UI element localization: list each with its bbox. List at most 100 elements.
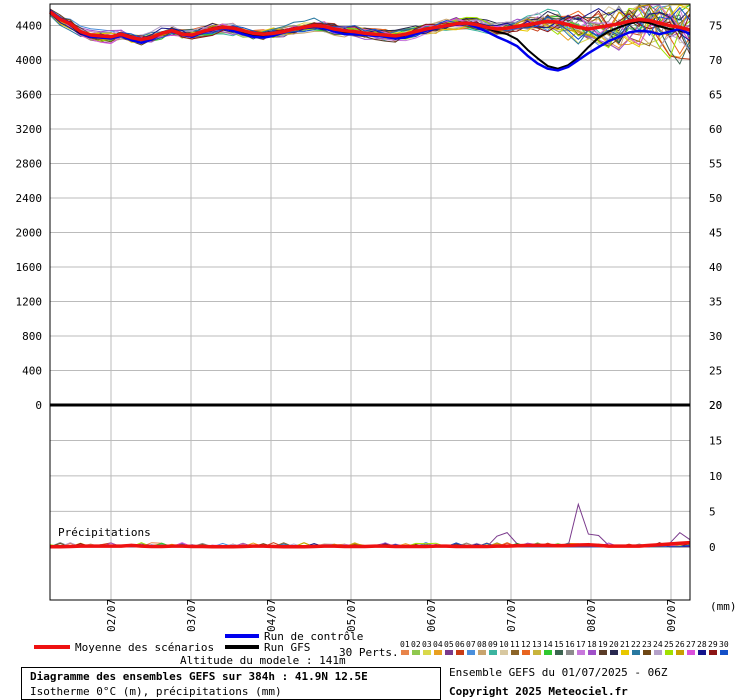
- y-right-tick-label: 15: [709, 434, 722, 447]
- pert-number-17: 17: [576, 640, 586, 649]
- y-left-tick-label: 2800: [16, 158, 43, 171]
- pert-number-04: 04: [433, 640, 443, 649]
- top-panel-frame: [49, 3, 691, 406]
- pert-swatch-11: [511, 650, 519, 655]
- pert-number-21: 21: [620, 640, 630, 649]
- y-right-tick-label: 0: [709, 541, 716, 554]
- x-tick-label: 07/07: [505, 599, 518, 632]
- y-right-tick-label: 50: [709, 192, 722, 205]
- pert-swatch-04: [434, 650, 442, 655]
- pert-number-06: 06: [455, 640, 465, 649]
- y-right-tick-label: 5: [709, 505, 716, 518]
- x-tick-label: 04/07: [265, 599, 278, 632]
- pert-number-12: 12: [521, 640, 531, 649]
- pert-number-05: 05: [444, 640, 454, 649]
- pert-number-30: 30: [719, 640, 729, 649]
- x-tick-label: 02/07: [105, 599, 118, 632]
- pert-number-16: 16: [565, 640, 575, 649]
- pert-number-27: 27: [686, 640, 696, 649]
- pert-number-24: 24: [653, 640, 663, 649]
- pert-swatch-06: [456, 650, 464, 655]
- pert-swatch-23: [643, 650, 651, 655]
- precip-label: Précipitations: [58, 526, 151, 539]
- pert-swatch-13: [533, 650, 541, 655]
- pert-swatch-29: [709, 650, 717, 655]
- x-tick-label: 03/07: [185, 599, 198, 632]
- pert-swatch-25: [665, 650, 673, 655]
- pert-swatch-05: [445, 650, 453, 655]
- tick-labels: 4400400036003200280024002000160012008004…: [16, 20, 723, 632]
- pert-number-08: 08: [477, 640, 487, 649]
- pert-swatch-10: [500, 650, 508, 655]
- pert-swatch-01: [401, 650, 409, 655]
- x-tick-label: 08/07: [585, 599, 598, 632]
- legend-gfs-label: Run GFS: [264, 641, 311, 654]
- pert-number-07: 07: [466, 640, 476, 649]
- model-altitude-label: Altitude du modele : 141m: [180, 654, 346, 667]
- pert-swatch-15: [555, 650, 563, 655]
- pert-swatch-18: [588, 650, 596, 655]
- y-right-tick-label: 35: [709, 296, 722, 309]
- y-left-tick-label: 1600: [16, 261, 43, 274]
- y-left-tick-label: 1200: [16, 296, 43, 309]
- pert-swatch-09: [489, 650, 497, 655]
- pert-swatch-22: [632, 650, 640, 655]
- pert-swatch-07: [467, 650, 475, 655]
- y-left-tick-label: 400: [22, 365, 42, 378]
- y-right-tick-label: 75: [709, 20, 722, 33]
- pert-swatch-17: [577, 650, 585, 655]
- y-left-tick-label: 4000: [16, 54, 43, 67]
- pert-number-19: 19: [598, 640, 608, 649]
- axes: [49, 3, 691, 601]
- y-left-tick-label: 800: [22, 330, 42, 343]
- x-tick-label: 09/07: [665, 599, 678, 632]
- y-right-tick-label: 30: [709, 330, 722, 343]
- pert-number-26: 26: [675, 640, 685, 649]
- chart-title: Diagramme des ensembles GEFS sur 384h : …: [30, 670, 368, 683]
- member-line-30: [49, 6, 691, 41]
- mean-iso0-line: [48, 10, 691, 42]
- y-right-tick-label: 65: [709, 89, 722, 102]
- pert-number-23: 23: [642, 640, 652, 649]
- legend-control-label: Run de contrôle: [264, 630, 364, 643]
- y-left-tick-label: 2400: [16, 192, 43, 205]
- pert-swatch-28: [698, 650, 706, 655]
- top-panel-grid: [50, 4, 690, 405]
- pert-swatch-02: [412, 650, 420, 655]
- y-right-tick-label: 20: [709, 399, 722, 412]
- member-line-12: [49, 5, 691, 55]
- bottom-panel-frame: [49, 404, 691, 601]
- mm-unit-label: (mm): [710, 600, 737, 613]
- pert-number-22: 22: [631, 640, 641, 649]
- pert-number-20: 20: [609, 640, 619, 649]
- pert-swatch-16: [566, 650, 574, 655]
- legend-gfs-swatch: [225, 645, 259, 649]
- pert-number-18: 18: [587, 640, 597, 649]
- pert-number-14: 14: [543, 640, 553, 649]
- pert-swatch-19: [599, 650, 607, 655]
- legend-perts-label: 30 Perts.: [339, 646, 399, 659]
- ensemble-members: [49, 4, 691, 548]
- bottom-panel-grid: [50, 405, 690, 600]
- y-right-tick-label: 25: [709, 365, 722, 378]
- pert-swatch-08: [478, 650, 486, 655]
- chart-subtitle: Isotherme 0°C (m), précipitations (mm): [30, 685, 282, 698]
- pert-number-15: 15: [554, 640, 564, 649]
- y-right-tick-label: 40: [709, 261, 722, 274]
- copyright: Copyright 2025 Meteociel.fr: [449, 685, 628, 698]
- pert-number-13: 13: [532, 640, 542, 649]
- y-right-tick-label: 55: [709, 158, 722, 171]
- y-right-tick-label: 45: [709, 227, 722, 240]
- member-line-28: [49, 8, 691, 42]
- pert-number-02: 02: [411, 640, 421, 649]
- y-left-tick-label: 3600: [16, 89, 43, 102]
- y-right-tick-label: 70: [709, 54, 722, 67]
- pert-swatch-27: [687, 650, 695, 655]
- y-right-tick-label: 20: [709, 399, 722, 412]
- y-left-tick-label: 4400: [16, 20, 43, 33]
- mean-precip-line: [50, 540, 691, 549]
- y-left-tick-label: 0: [35, 399, 42, 412]
- pert-number-11: 11: [510, 640, 520, 649]
- y-left-tick-label: 2000: [16, 227, 43, 240]
- pert-swatch-14: [544, 650, 552, 655]
